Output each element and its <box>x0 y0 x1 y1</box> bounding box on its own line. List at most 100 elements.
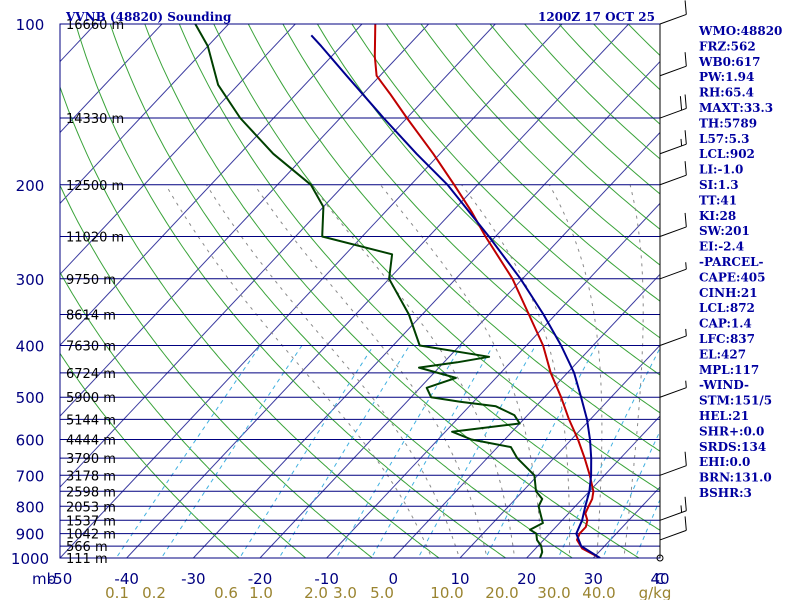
pressure-tick-label: 700 <box>16 467 45 485</box>
height-label: 7630 m <box>66 340 116 355</box>
temperature-profile-line <box>373 24 601 558</box>
height-label: 2053 m <box>66 500 116 515</box>
dry-adiabat-line <box>316 24 660 376</box>
isotherm-line <box>192 60 660 558</box>
wind-barb <box>659 465 687 476</box>
temperature-tick-label: C <box>655 570 665 588</box>
pressure-tick-label: 200 <box>16 177 45 195</box>
index-line: HEL:21 <box>699 409 749 423</box>
height-label: 2598 m <box>66 485 116 500</box>
index-line: -PARCEL- <box>699 255 764 269</box>
parcel-profile-line <box>310 34 601 558</box>
index-line: RH:65.4 <box>699 86 754 100</box>
index-line: LFC:837 <box>699 332 755 346</box>
index-line: SHR+:0.0 <box>699 424 764 438</box>
pressure-tick-label: 1000 <box>11 550 49 568</box>
wind-barb-feather <box>680 138 683 146</box>
isotherm-line <box>60 24 296 276</box>
dry-adiabat-line <box>753 12 800 569</box>
height-label: 11020 m <box>66 230 124 245</box>
isotherm-line <box>459 344 660 558</box>
isobar-lines <box>60 23 660 559</box>
index-line: SW:201 <box>699 224 750 238</box>
wind-barb-feather <box>684 212 687 227</box>
wind-barb-feather <box>684 161 687 176</box>
index-line: CAP:1.4 <box>699 317 752 331</box>
height-label: 5144 m <box>66 413 116 428</box>
wind-barb <box>659 529 687 541</box>
mixing-ratio-tick-label: 0.2 <box>142 584 166 600</box>
moist-adiabat-line <box>253 184 488 558</box>
dry-adiabat-line <box>60 352 240 558</box>
index-line: KI:28 <box>699 209 736 223</box>
dewpoint-profile-line <box>194 24 544 558</box>
dry-adiabat-line <box>75 24 507 558</box>
dry-adiabat-line <box>247 24 660 452</box>
isotherm-line <box>526 415 660 558</box>
dry-adiabat-line <box>178 24 660 531</box>
mixing-ratio-tick-label: 2.0 <box>304 584 328 600</box>
height-label: 1537 m <box>66 514 116 529</box>
isotherm-line <box>326 202 660 558</box>
index-line: CINH:21 <box>699 286 758 300</box>
mixing-ratio-tick-label: 5.0 <box>370 584 394 600</box>
index-line: WMO:48820 <box>698 24 782 38</box>
wind-barb-feather <box>680 505 683 513</box>
height-label: 6724 m <box>66 367 116 382</box>
wind-barb-feather <box>684 0 687 15</box>
height-label: 566 m <box>66 540 108 555</box>
isotherm-line <box>60 24 429 417</box>
moist-adiabat-line <box>548 184 603 558</box>
wind-barb-feather <box>684 130 687 145</box>
wind-barb <box>659 510 687 521</box>
wind-barb-feather <box>685 380 687 388</box>
mixing-ratio-tick-label: 0.6 <box>214 584 238 600</box>
chart-time: 1200Z 17 OCT 25 <box>538 10 655 24</box>
sounding-profiles <box>194 24 601 558</box>
pressure-tick-label: 400 <box>16 338 45 356</box>
isotherm-line <box>259 131 660 558</box>
dry-adiabat-line <box>144 24 640 558</box>
isotherm-line <box>60 24 496 488</box>
plot-area <box>60 24 660 558</box>
wind-barb-feather <box>684 451 687 466</box>
height-label: 14330 m <box>66 112 124 127</box>
mixing-ratio-tick-label: 10.0 <box>430 584 463 600</box>
wind-barb <box>659 13 687 25</box>
pressure-tick-label: 800 <box>16 498 45 516</box>
index-line: CAPE:405 <box>699 270 766 284</box>
isotherm-line <box>60 24 363 346</box>
index-line: WB0:617 <box>698 55 760 69</box>
temperature-tick-label: -10 <box>314 570 339 588</box>
index-line: EL:427 <box>699 347 746 361</box>
mixing-ratio-tick-label: g/kg <box>639 584 672 600</box>
index-line: MPL:117 <box>699 363 759 377</box>
wind-barb-feather <box>685 262 687 270</box>
pressure-tick-label: 900 <box>16 526 45 544</box>
index-line: MAXT:33.3 <box>699 101 773 115</box>
dry-adiabat-line <box>385 24 660 302</box>
isotherm-line <box>60 24 229 205</box>
index-line: EI:-2.4 <box>699 240 744 254</box>
index-line: PW:1.94 <box>699 70 754 84</box>
wind-barb-feather <box>684 52 687 67</box>
wind-barb <box>659 143 687 155</box>
temperature-tick-label: -20 <box>248 570 273 588</box>
temperature-tick-label: -30 <box>181 570 206 588</box>
mixing-ratio-tick-label: 0.1 <box>105 584 129 600</box>
wind-barb <box>659 107 687 119</box>
temperature-tick-label: 40 <box>650 570 669 588</box>
height-label: 1042 m <box>66 528 116 543</box>
mixing-ratio-tick-label: 40.0 <box>582 584 615 600</box>
isotherm-line <box>392 273 660 558</box>
index-line: L57:5.3 <box>699 132 749 146</box>
index-line: EHI:0.0 <box>699 455 750 469</box>
height-label: 9750 m <box>66 273 116 288</box>
height-label: 8614 m <box>66 309 116 324</box>
mixing-ratio-line <box>557 346 660 558</box>
wind-barb <box>659 335 687 346</box>
height-label: 12500 m <box>66 179 124 194</box>
wind-barbs <box>656 0 687 562</box>
isotherm-line <box>60 24 163 134</box>
